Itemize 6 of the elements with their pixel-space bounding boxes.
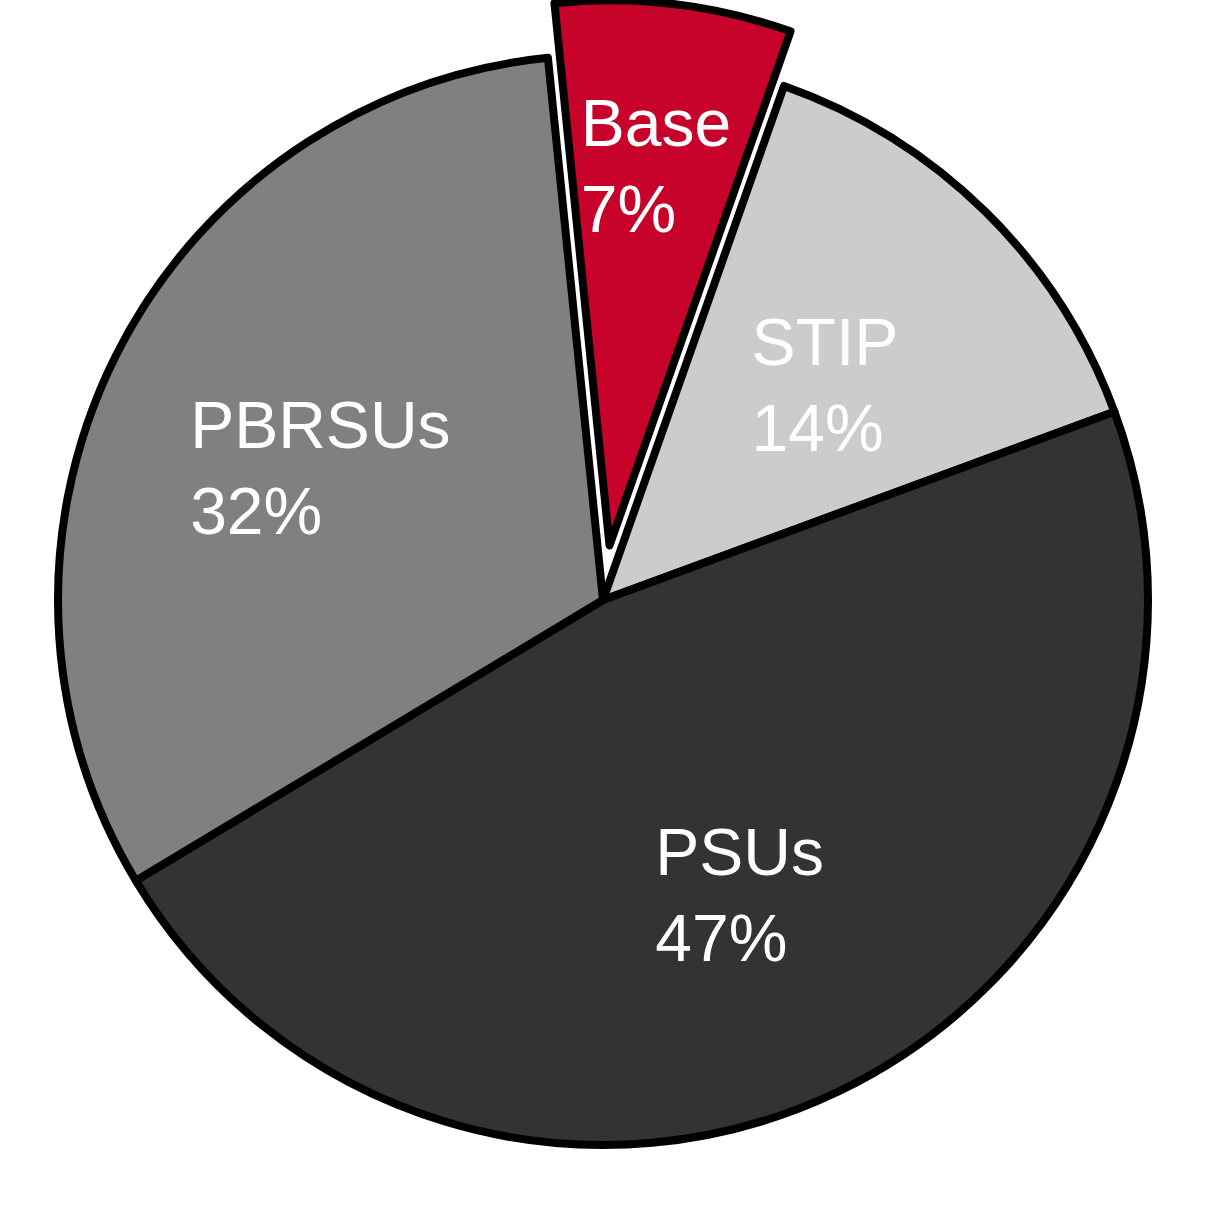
- data-label: 47%: [655, 901, 788, 976]
- data-label: 32%: [190, 474, 323, 549]
- slice-label: PSUs: [655, 815, 824, 890]
- slice-label: PBRSUs: [190, 388, 451, 463]
- slice-label: Base: [580, 85, 732, 160]
- data-label: 7%: [580, 171, 677, 246]
